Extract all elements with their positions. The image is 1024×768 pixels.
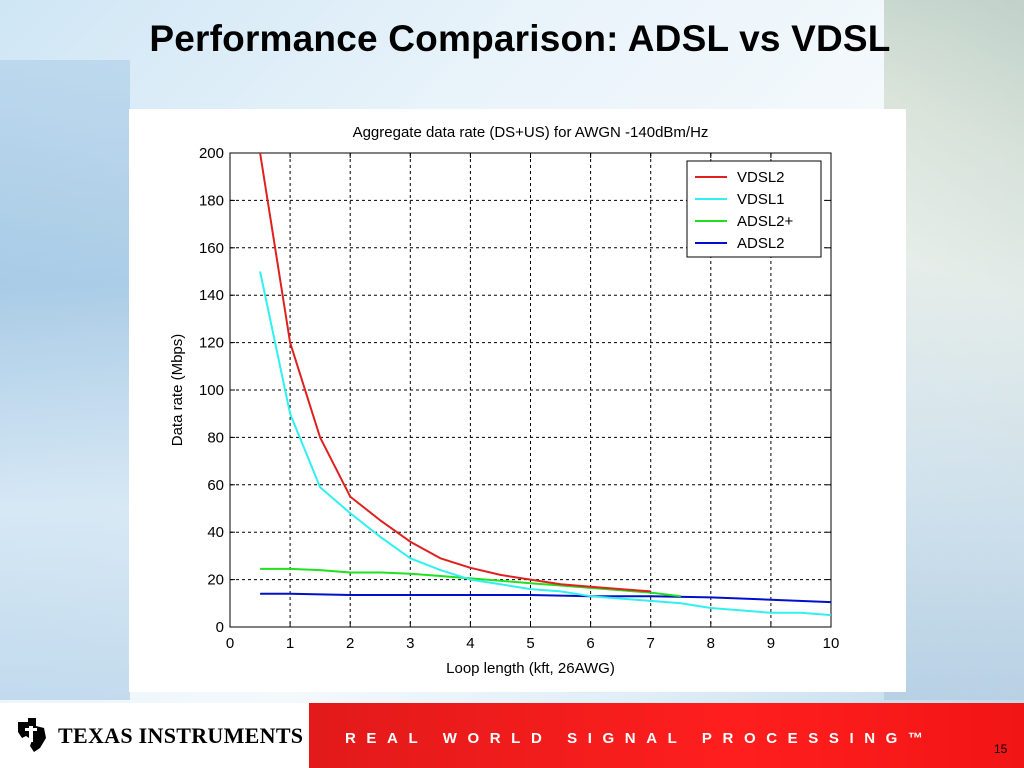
x-tick-label: 0 <box>226 635 234 652</box>
company-name: TEXAS INSTRUMENTS <box>58 723 304 748</box>
legend-label: ADSL2 <box>737 235 785 252</box>
background-decoration-right <box>884 0 1024 700</box>
line-chart: 0 1 2 3 4 5 6 7 8 9 10020406080100120140160180200A… <box>169 124 840 677</box>
slide-title: Performance Comparison: ADSL vs VDSL <box>149 18 891 59</box>
y-tick-label: 100 <box>199 382 224 399</box>
x-tick-label: 10 <box>823 635 840 652</box>
x-tick-label: 1 <box>286 635 294 652</box>
x-tick-label: 5 <box>526 635 534 652</box>
background-decoration-left <box>0 60 130 700</box>
y-tick-label: 20 <box>207 572 224 589</box>
y-axis-label: Data rate (Mbps) <box>169 334 186 447</box>
x-tick-label: 9 <box>767 635 775 652</box>
y-tick-label: 40 <box>207 524 224 541</box>
y-tick-label: 180 <box>199 192 224 209</box>
series-line-adsl2 <box>260 592 832 604</box>
y-tick-label: 60 <box>207 477 224 494</box>
footer-banner <box>309 703 1024 768</box>
x-tick-label: 2 <box>346 635 354 652</box>
y-tick-label: 80 <box>207 429 224 446</box>
series-line-adsl2- <box>260 567 681 598</box>
y-tick-label: 0 <box>216 619 224 636</box>
x-tick-label: 3 <box>406 635 414 652</box>
x-tick-label: 4 <box>466 635 474 652</box>
plot-panel: 0 1 2 3 4 5 6 7 8 9 10 0 20 40 60 80 100 120 140 160 180 200 A… <box>129 109 906 692</box>
x-axis-label: Loop length (kft, 26AWG) <box>446 660 615 677</box>
series-line-vdsl1 <box>259 271 832 617</box>
y-tick-label: 160 <box>199 240 224 257</box>
chart-title: Aggregate data rate (DS+US) for AWGN -14… <box>353 124 709 141</box>
y-tick-label: 140 <box>199 287 224 304</box>
x-tick-label: 6 <box>586 635 594 652</box>
tagline: REAL WORLD SIGNAL PROCESSING™ <box>345 730 934 747</box>
legend-label: VDSL2 <box>737 169 785 186</box>
page-number: 15 <box>994 742 1008 756</box>
y-tick-label: 120 <box>199 335 224 352</box>
legend-label: ADSL2+ <box>737 213 794 230</box>
series-line-vdsl2 <box>259 152 651 593</box>
legend-label: VDSL1 <box>737 191 785 208</box>
x-tick-label: 7 <box>647 635 655 652</box>
y-tick-label: 200 <box>199 145 224 162</box>
x-tick-label: 8 <box>707 635 715 652</box>
texas-instruments-logo-icon <box>18 718 46 752</box>
